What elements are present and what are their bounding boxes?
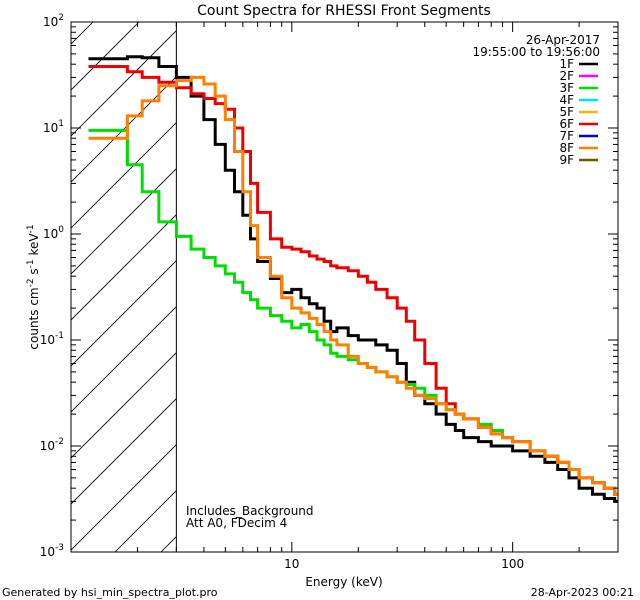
x-tick-label: 10 — [284, 557, 299, 571]
y-tick-label-exponent: -3 — [55, 543, 64, 553]
y-tick-label-exponent: 0 — [58, 225, 64, 235]
axis-ticks — [70, 21, 619, 553]
hatch-line — [71, 214, 177, 321]
legend-label-8F: 8F — [559, 141, 574, 155]
hatch-line — [71, 168, 177, 275]
x-axis-label: Energy (keV) — [305, 575, 382, 589]
legend-label-1F: 1F — [559, 57, 574, 71]
series-line-1F — [88, 55, 618, 503]
x-tick-label: 100 — [501, 557, 524, 571]
series-line-8F — [88, 75, 618, 496]
hatch-line — [71, 444, 177, 551]
y-tick-label: 102 — [43, 13, 64, 29]
hatch-line — [71, 30, 177, 137]
date-label: 26-Apr-2017 — [526, 33, 600, 47]
plot-frame — [70, 21, 619, 553]
annotation-background: Includes_Background — [186, 504, 314, 518]
y-tick-label: 101 — [43, 119, 64, 135]
y-axis-label: counts cm-2 s-1 keV-1 — [26, 224, 41, 349]
legend-label-7F: 7F — [559, 129, 574, 143]
footer-generated-by: Generated by hsi_min_spectra_plot.pro — [2, 586, 218, 599]
hatch-line — [71, 260, 177, 367]
y-axis-label-sup2: -1 — [26, 259, 36, 268]
legend-label-6F: 6F — [559, 117, 574, 131]
legend-label-3F: 3F — [559, 81, 574, 95]
y-tick-label: 100 — [43, 225, 64, 241]
y-axis-label-end: keV — [27, 233, 41, 260]
series-layer — [88, 55, 618, 503]
chart-title: Count Spectra for RHESSI Front Segments — [197, 3, 491, 19]
y-tick-label-exponent: 2 — [58, 13, 64, 23]
y-axis-label-mid: s — [27, 268, 41, 278]
y-axis-label-text: counts cm — [27, 287, 41, 349]
y-tick-label-exponent: -2 — [55, 437, 64, 447]
y-tick-label-base: 10 — [40, 545, 55, 559]
y-tick-label: 10-3 — [40, 543, 64, 559]
y-axis-label-sup3: -1 — [26, 224, 36, 233]
footer-timestamp: 28-Apr-2023 00:21 — [531, 586, 634, 599]
y-tick-label-base: 10 — [40, 333, 55, 347]
y-tick-label-base: 10 — [43, 227, 58, 241]
y-tick-label-exponent: 1 — [58, 119, 64, 129]
time-range-label: 19:55:00 to 19:56:00 — [473, 45, 600, 59]
annotation-attenuator: Att A0, FDecim 4 — [186, 516, 287, 530]
y-axis-label-sup1: -2 — [26, 278, 36, 287]
legend-label-5F: 5F — [559, 105, 574, 119]
y-tick-label: 10-2 — [40, 437, 64, 453]
y-tick-label-base: 10 — [43, 121, 58, 135]
legend-label-4F: 4F — [559, 93, 574, 107]
y-tick-label: 10-1 — [40, 331, 64, 347]
hatch-line — [71, 398, 177, 505]
y-tick-label-exponent: -1 — [55, 331, 64, 341]
legend-label-2F: 2F — [559, 69, 574, 83]
hatch-line — [71, 22, 140, 91]
legend-label-9F: 9F — [559, 153, 574, 167]
y-tick-label-base: 10 — [40, 439, 55, 453]
y-tick-label-base: 10 — [43, 15, 58, 29]
